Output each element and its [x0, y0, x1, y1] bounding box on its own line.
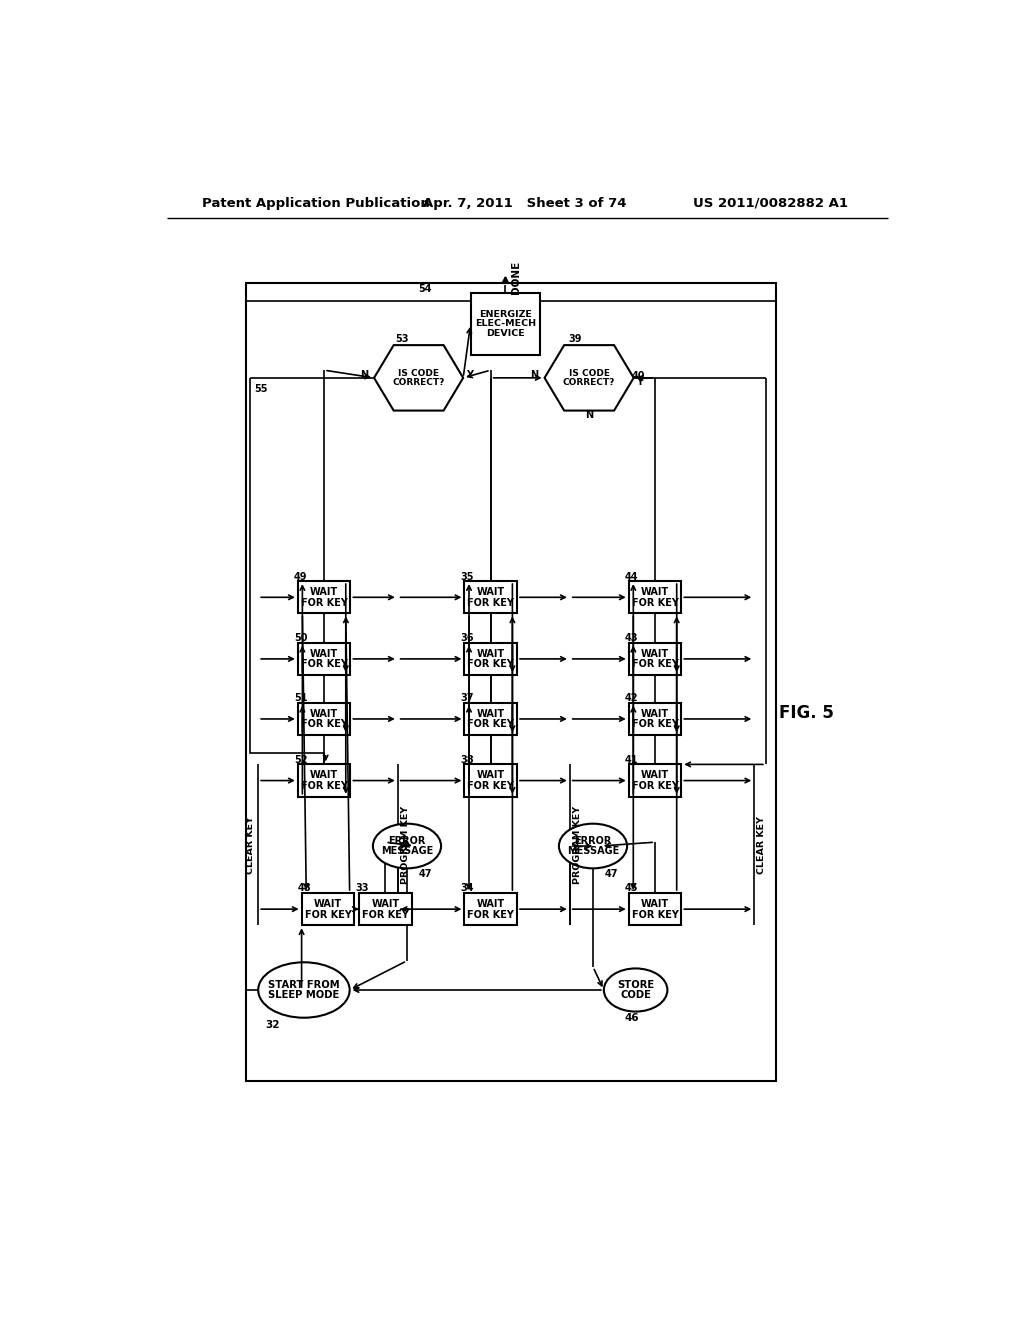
Polygon shape — [374, 345, 463, 411]
Text: ENERGIZE
ELEC-MECH
DEVICE: ENERGIZE ELEC-MECH DEVICE — [475, 310, 536, 338]
Text: ERROR
MESSAGE: ERROR MESSAGE — [381, 836, 433, 857]
Text: IS CODE
CORRECT?: IS CODE CORRECT? — [563, 368, 615, 387]
Text: WAIT
FOR KEY: WAIT FOR KEY — [632, 899, 679, 920]
Text: 47: 47 — [605, 869, 618, 879]
Text: WAIT
FOR KEY: WAIT FOR KEY — [301, 648, 347, 669]
Text: 54: 54 — [418, 284, 431, 293]
Text: 32: 32 — [265, 1020, 281, 1031]
Text: 53: 53 — [395, 334, 409, 345]
Text: N: N — [359, 370, 368, 380]
Text: WAIT
FOR KEY: WAIT FOR KEY — [467, 587, 514, 607]
Text: Apr. 7, 2011   Sheet 3 of 74: Apr. 7, 2011 Sheet 3 of 74 — [423, 197, 627, 210]
Text: WAIT
FOR KEY: WAIT FOR KEY — [467, 770, 514, 791]
Text: PROGRAM KEY: PROGRAM KEY — [401, 805, 410, 884]
Text: WAIT
FOR KEY: WAIT FOR KEY — [301, 709, 347, 730]
Text: 33: 33 — [355, 883, 369, 894]
Text: Patent Application Publication: Patent Application Publication — [202, 197, 429, 210]
Ellipse shape — [373, 824, 441, 869]
Bar — [629, 894, 681, 925]
Text: 44: 44 — [625, 572, 639, 582]
Bar — [302, 894, 354, 925]
Text: WAIT
FOR KEY: WAIT FOR KEY — [467, 899, 514, 920]
Bar — [298, 702, 350, 735]
Text: N: N — [530, 370, 539, 380]
Bar — [298, 643, 350, 675]
Text: WAIT
FOR KEY: WAIT FOR KEY — [301, 587, 347, 607]
Bar — [464, 702, 517, 735]
Text: 39: 39 — [568, 334, 582, 345]
Bar — [464, 764, 517, 797]
Text: 36: 36 — [461, 634, 474, 643]
Bar — [629, 643, 681, 675]
Polygon shape — [545, 345, 634, 411]
Bar — [629, 702, 681, 735]
Ellipse shape — [258, 962, 349, 1018]
Text: 43: 43 — [625, 634, 639, 643]
Text: 40: 40 — [632, 371, 645, 380]
Text: 34: 34 — [461, 883, 474, 894]
Text: WAIT
FOR KEY: WAIT FOR KEY — [467, 648, 514, 669]
Text: 52: 52 — [294, 755, 307, 764]
Text: STORE
CODE: STORE CODE — [617, 979, 654, 1001]
Bar — [629, 764, 681, 797]
Text: WAIT
FOR KEY: WAIT FOR KEY — [467, 709, 514, 730]
Text: US 2011/0082882 A1: US 2011/0082882 A1 — [693, 197, 848, 210]
Ellipse shape — [604, 969, 668, 1011]
Text: WAIT
FOR KEY: WAIT FOR KEY — [361, 899, 409, 920]
Text: IS CODE
CORRECT?: IS CODE CORRECT? — [392, 368, 444, 387]
Text: WAIT
FOR KEY: WAIT FOR KEY — [632, 587, 679, 607]
Text: 35: 35 — [461, 572, 474, 582]
Text: 48: 48 — [298, 883, 311, 894]
Text: 45: 45 — [625, 883, 639, 894]
Bar — [246, 284, 776, 1081]
Text: N: N — [585, 411, 593, 420]
Text: 50: 50 — [294, 634, 307, 643]
Text: WAIT
FOR KEY: WAIT FOR KEY — [632, 770, 679, 791]
Text: 49: 49 — [294, 572, 307, 582]
Bar — [629, 581, 681, 614]
Text: 37: 37 — [461, 693, 474, 704]
Text: Y: Y — [636, 376, 643, 387]
Text: 38: 38 — [461, 755, 474, 764]
Text: DONE: DONE — [511, 260, 521, 293]
Text: WAIT
FOR KEY: WAIT FOR KEY — [632, 709, 679, 730]
Bar — [464, 894, 517, 925]
Text: 47: 47 — [419, 869, 432, 879]
Text: START FROM
SLEEP MODE: START FROM SLEEP MODE — [268, 979, 340, 1001]
Text: CLEAR KEY: CLEAR KEY — [246, 816, 255, 874]
Text: CLEAR KEY: CLEAR KEY — [758, 816, 766, 874]
Text: Y: Y — [466, 370, 473, 380]
Text: 51: 51 — [294, 693, 307, 704]
Bar — [359, 894, 412, 925]
Ellipse shape — [559, 824, 627, 869]
Text: WAIT
FOR KEY: WAIT FOR KEY — [304, 899, 351, 920]
Text: 46: 46 — [625, 1012, 639, 1023]
Bar — [464, 643, 517, 675]
Text: 55: 55 — [255, 384, 268, 393]
Text: ERROR
MESSAGE: ERROR MESSAGE — [567, 836, 620, 857]
Text: 41: 41 — [625, 755, 639, 764]
Bar — [298, 764, 350, 797]
Bar — [471, 293, 541, 355]
Text: FIG. 5: FIG. 5 — [779, 704, 834, 722]
Text: PROGRAM KEY: PROGRAM KEY — [573, 805, 582, 884]
Text: 42: 42 — [625, 693, 639, 704]
Text: WAIT
FOR KEY: WAIT FOR KEY — [632, 648, 679, 669]
Bar — [298, 581, 350, 614]
Text: WAIT
FOR KEY: WAIT FOR KEY — [301, 770, 347, 791]
Bar — [464, 581, 517, 614]
